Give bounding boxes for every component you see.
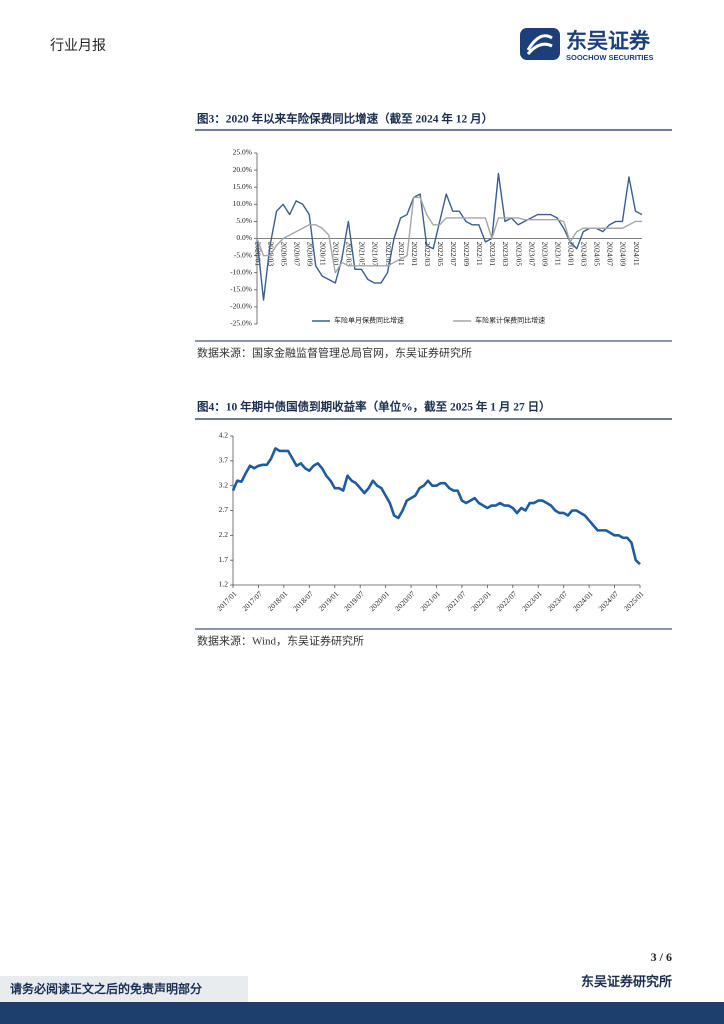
x-tick-label: 2023/03: [501, 242, 510, 267]
x-tick-label: 2022/11: [475, 242, 484, 267]
legend-label: 车险单月保费同比增速: [334, 316, 404, 325]
x-tick-label: 2023/11: [553, 242, 562, 267]
institution: 东吴证券研究所: [581, 974, 672, 989]
x-tick-label: 2023/01: [488, 242, 497, 267]
y-tick-label: 3.7: [219, 456, 229, 465]
footer-bar: [0, 1002, 724, 1024]
y-tick-label: 15.0%: [233, 182, 252, 191]
x-tick-label: 2022/07: [495, 589, 519, 613]
x-tick-label: 2019/01: [317, 589, 341, 613]
series-line: [256, 196, 642, 274]
y-tick-label: 20.0%: [233, 165, 252, 174]
legend-label: 车险累计保费同比增速: [475, 316, 545, 325]
x-tick-label: 2024/01: [567, 242, 576, 267]
y-tick-label: -25.0%: [230, 319, 252, 328]
x-tick-label: 2024/07: [596, 589, 620, 613]
series-line: [256, 172, 643, 301]
page-number: 3 / 6: [651, 950, 672, 964]
y-tick-label: -10.0%: [230, 267, 252, 276]
x-tick-label: 2020/09: [305, 242, 314, 267]
x-tick-label: 2022/03: [423, 242, 432, 267]
x-tick-label: 2024/07: [606, 242, 615, 267]
x-tick-label: 2021/07: [444, 589, 468, 613]
disclaimer: 请务必阅读正文之后的免责声明部分: [10, 981, 202, 996]
x-tick-label: 2020/01: [368, 589, 392, 613]
x-tick-label: 2020/07: [292, 242, 301, 267]
x-tick-label: 2024/01: [571, 589, 595, 613]
x-tick-label: 2023/01: [520, 589, 544, 613]
x-tick-label: 2022/07: [449, 242, 458, 267]
figure-source: 数据来源：国家金融监督管理总局官网，东吴证券研究所: [197, 346, 472, 360]
y-tick-label: 5.0%: [236, 216, 252, 225]
x-tick-label: 2022/01: [469, 589, 493, 613]
y-tick-label: -5.0%: [234, 250, 252, 259]
x-tick-label: 2017/07: [240, 589, 264, 613]
x-tick-label: 2023/07: [546, 589, 570, 613]
logo: 东吴证券 SOOCHOW SECURITIES: [520, 28, 654, 62]
y-tick-label: 3.2: [219, 480, 229, 489]
x-tick-label: 2022/01: [410, 242, 419, 267]
y-tick-label: 1.2: [219, 580, 229, 589]
x-tick-label: 2023/07: [527, 242, 536, 267]
x-tick-label: 2021/07: [371, 242, 380, 267]
x-tick-label: 2017/01: [215, 589, 239, 613]
x-tick-label: 2021/01: [332, 242, 341, 267]
x-tick-label: 2024/05: [593, 242, 602, 267]
figure-source: 数据来源：Wind，东吴证券研究所: [197, 634, 364, 648]
y-tick-label: 2.2: [219, 530, 229, 539]
header-title: 行业月报: [50, 38, 106, 54]
x-tick-label: 2020/07: [393, 589, 417, 613]
x-tick-label: 2022/05: [436, 242, 445, 267]
x-tick-label: 2021/03: [345, 242, 354, 267]
series-line: [231, 447, 641, 566]
x-tick-label: 2021/09: [384, 242, 393, 267]
figure-caption: 图3：2020 年以来车险保费同比增速（截至 2024 年 12 月）: [197, 112, 493, 126]
figure-caption: 图4：10 年期中债国债到期收益率（单位%，截至 2025 年 1 月 27 日…: [197, 400, 551, 414]
x-tick-label: 2023/09: [540, 242, 549, 267]
logo-mark: [526, 34, 553, 56]
x-tick-label: 2021/11: [397, 242, 406, 267]
y-tick-label: 25.0%: [233, 148, 252, 157]
x-tick-label: 2025/01: [622, 589, 646, 613]
x-tick-label: 2021/01: [418, 589, 442, 613]
y-tick-label: 0.0%: [236, 233, 252, 242]
y-tick-label: 1.7: [219, 555, 229, 564]
x-tick-label: 2024/11: [632, 242, 641, 267]
x-tick-label: 2022/09: [462, 242, 471, 267]
disclaimer-box: [0, 976, 248, 1002]
x-tick-label: 2021/05: [358, 242, 367, 267]
x-tick-label: 2018/01: [266, 589, 290, 613]
logo-sub: SOOCHOW SECURITIES: [566, 53, 654, 62]
x-tick-label: 2020/05: [279, 242, 288, 267]
x-tick-label: 2020/01: [253, 242, 262, 267]
x-tick-label: 2024/03: [580, 242, 589, 267]
logo-name: 东吴证券: [566, 29, 651, 53]
y-tick-label: 10.0%: [233, 199, 252, 208]
x-tick-label: 2020/11: [319, 242, 328, 267]
y-tick-label: -20.0%: [230, 302, 252, 311]
x-tick-label: 2018/07: [291, 589, 315, 613]
x-tick-label: 2019/07: [342, 589, 366, 613]
x-tick-label: 2024/09: [619, 242, 628, 267]
y-tick-label: 4.2: [219, 431, 229, 440]
x-tick-label: 2023/05: [514, 242, 523, 267]
y-tick-label: 2.7: [219, 505, 229, 514]
y-tick-label: -15.0%: [230, 285, 252, 294]
